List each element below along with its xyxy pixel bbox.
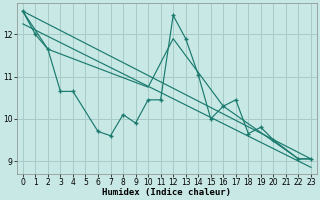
X-axis label: Humidex (Indice chaleur): Humidex (Indice chaleur) xyxy=(102,188,231,197)
